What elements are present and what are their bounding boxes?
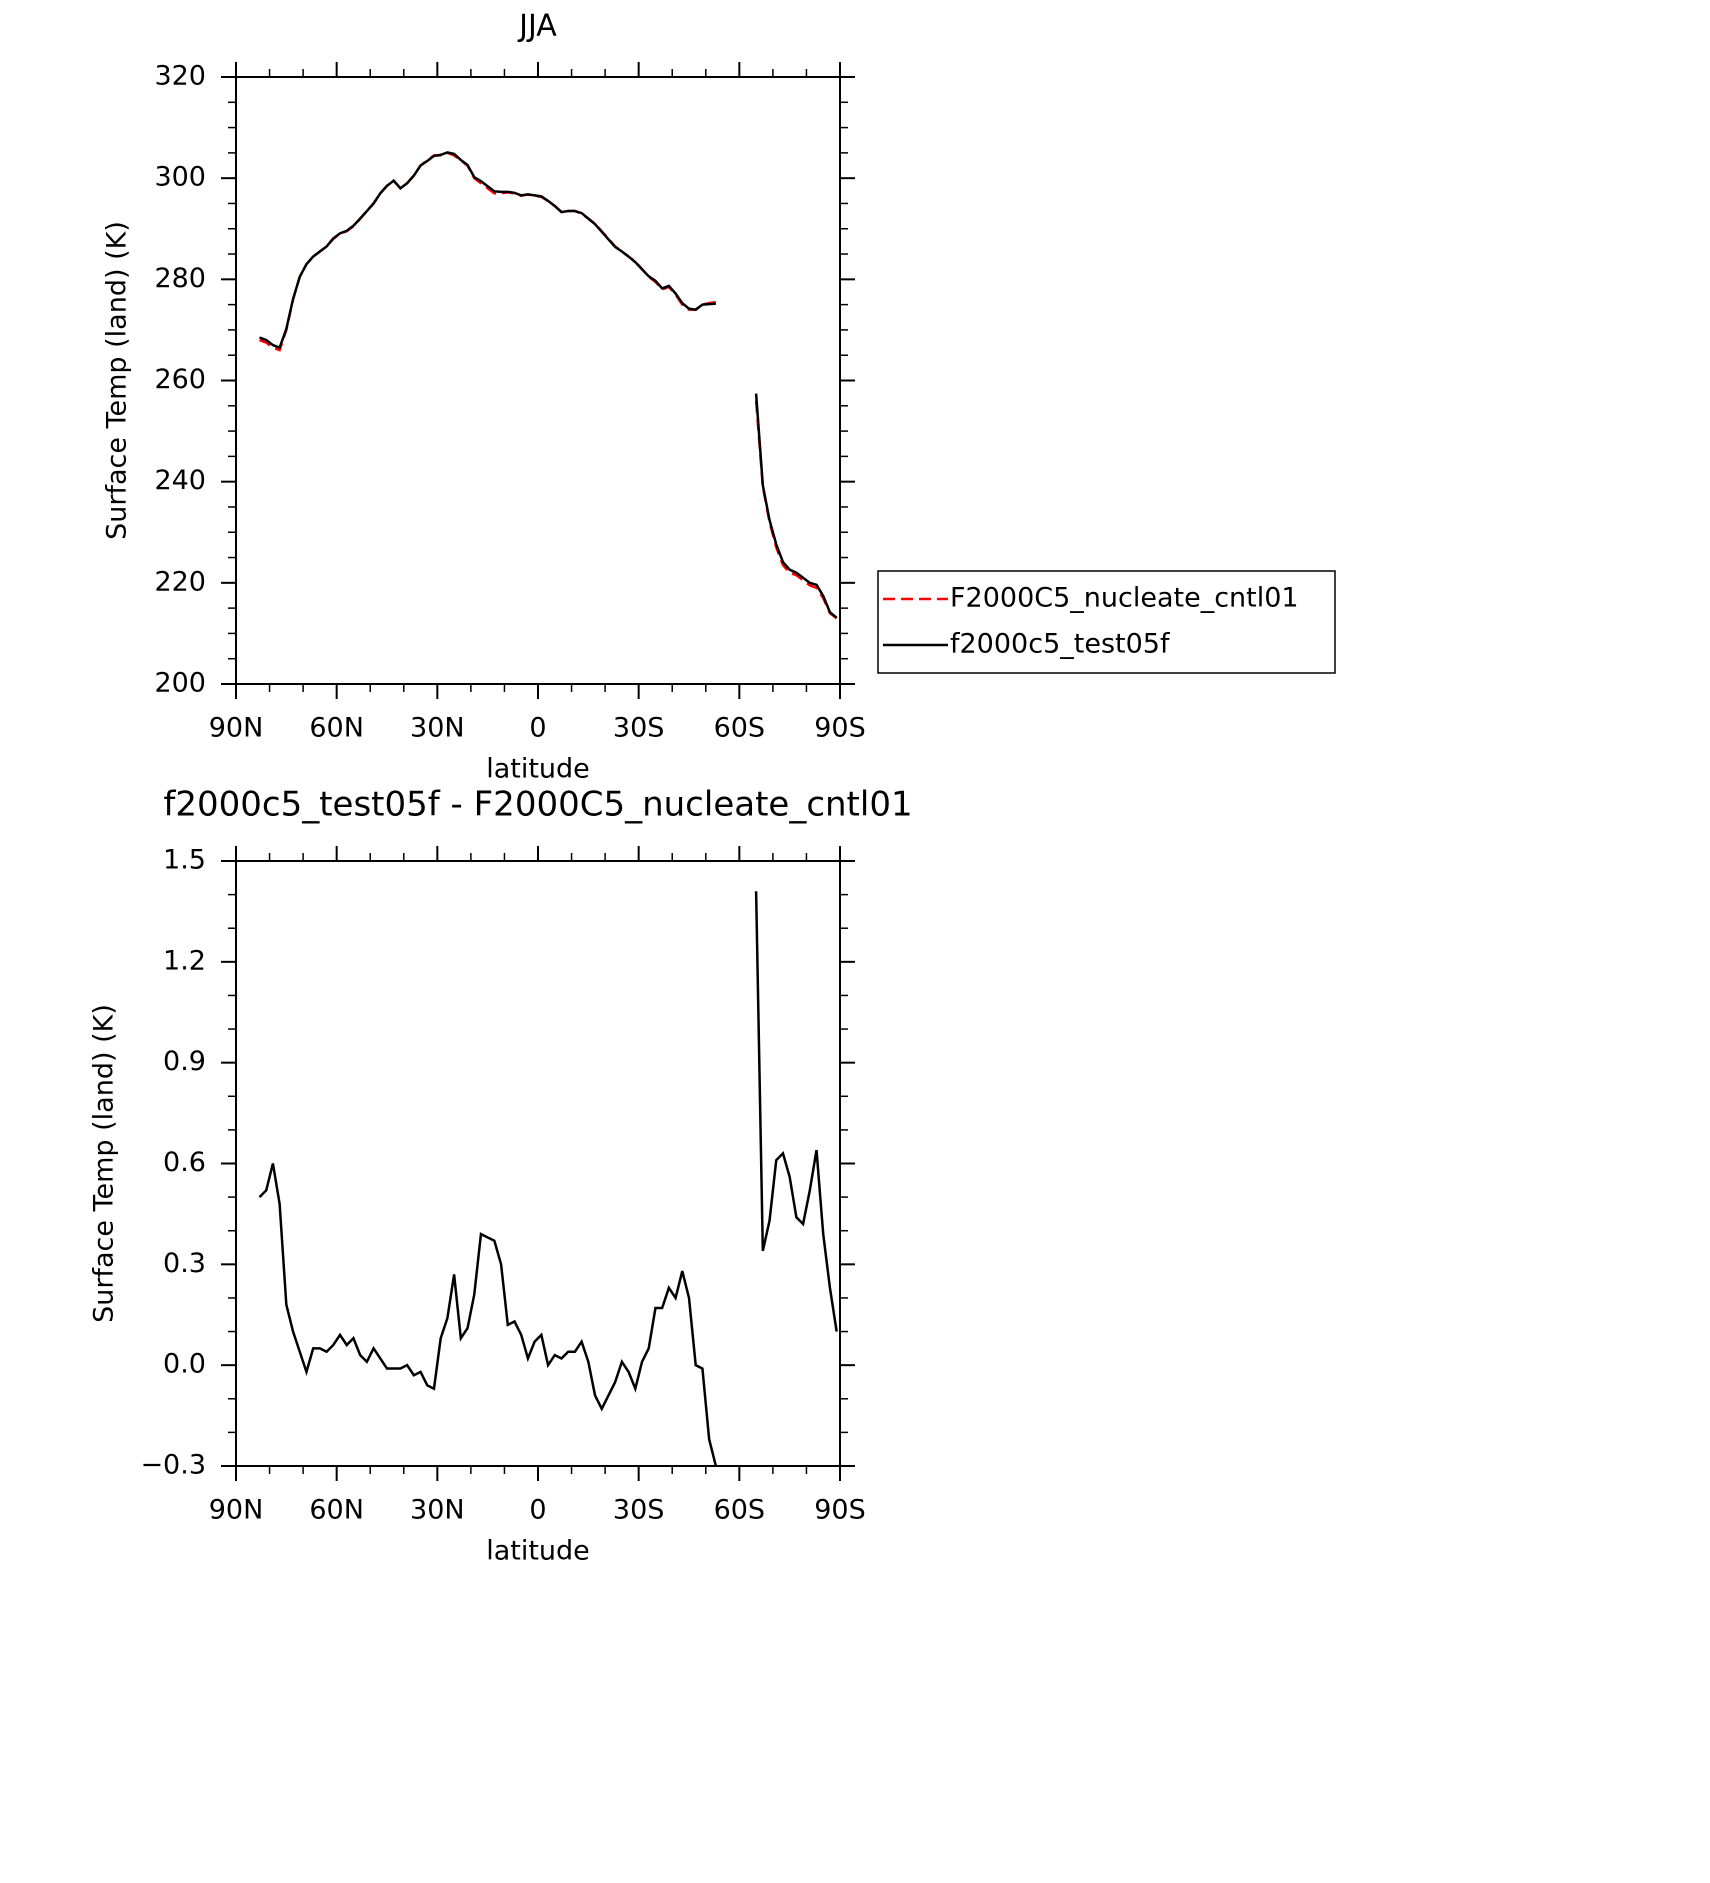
y-tick-label: 320 <box>154 61 206 92</box>
y-tick-label: 220 <box>154 566 206 597</box>
y-tick-label: −0.3 <box>140 1450 206 1481</box>
y-tick-label: 0.0 <box>163 1349 206 1380</box>
chart-title: JJA <box>517 9 557 44</box>
x-tick-label: 30S <box>613 1495 665 1526</box>
legend-label: F2000C5_nucleate_cntl01 <box>950 583 1299 614</box>
y-tick-label: 1.5 <box>163 845 206 876</box>
y-tick-label: 240 <box>154 465 206 496</box>
x-tick-label: 90N <box>209 713 264 744</box>
data-line <box>258 1163 718 1467</box>
x-tick-label: 30S <box>613 713 665 744</box>
y-tick-label: 260 <box>154 364 206 395</box>
data-line <box>754 891 838 1332</box>
y-tick-label: 1.2 <box>163 945 206 976</box>
y-tick-label: 0.3 <box>163 1248 206 1279</box>
x-axis-label: latitude <box>486 754 590 785</box>
x-tick-label: 60S <box>714 1495 766 1526</box>
y-tick-label: 0.9 <box>163 1046 206 1077</box>
x-tick-label: 30N <box>410 1495 465 1526</box>
y-axis-label: Surface Temp (land) (K) <box>102 221 133 540</box>
plot-frame <box>235 76 841 685</box>
x-tick-label: 0 <box>529 1495 546 1526</box>
legend-label: f2000c5_test05f <box>950 629 1171 660</box>
y-tick-label: 0.6 <box>163 1147 206 1178</box>
plot-frame <box>235 860 841 1467</box>
y-tick-label: 300 <box>154 162 206 193</box>
y-axis-label: Surface Temp (land) (K) <box>89 1004 120 1323</box>
data-line <box>259 151 717 352</box>
x-tick-label: 90N <box>209 1495 264 1526</box>
x-tick-label: 30N <box>410 713 465 744</box>
data-line <box>754 393 838 619</box>
x-tick-label: 90S <box>814 1495 866 1526</box>
x-tick-label: 0 <box>529 713 546 744</box>
y-tick-label: 200 <box>154 668 206 699</box>
x-tick-label: 90S <box>814 713 866 744</box>
x-tick-label: 60N <box>309 713 364 744</box>
data-line <box>259 151 716 350</box>
legend-box <box>877 570 1336 674</box>
chart-title: f2000c5_test05f - F2000C5_nucleate_cntl0… <box>163 785 912 825</box>
x-tick-label: 60N <box>309 1495 364 1526</box>
x-tick-label: 60S <box>714 713 766 744</box>
y-tick-label: 280 <box>154 263 206 294</box>
x-axis-label: latitude <box>486 1536 590 1567</box>
